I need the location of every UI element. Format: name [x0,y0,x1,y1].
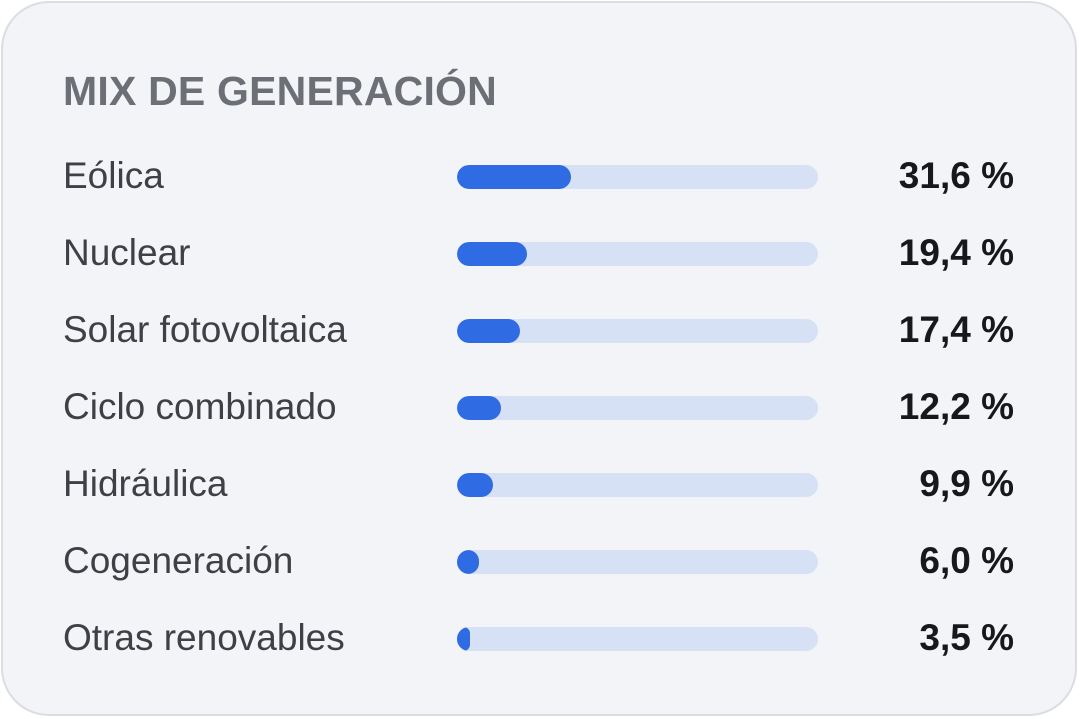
source-label: Nuclear [63,232,191,273]
percentage-value: 17,4 % [898,309,1014,350]
progress-track [457,242,818,266]
progress-fill [457,396,502,420]
progress-track [457,396,818,420]
list-item: Cogeneración 6,0 % [3,523,1075,599]
source-label: Solar fotovoltaica [63,309,347,350]
list-item: Ciclo combinado 12,2 % [3,369,1075,445]
progress-track [457,550,818,574]
list-item: Solar fotovoltaica 17,4 % [3,292,1075,368]
percentage-value: 6,0 % [919,540,1014,581]
progress-fill [457,627,470,651]
source-label: Hidráulica [63,463,228,504]
progress-fill [457,473,493,497]
progress-fill [457,550,479,574]
percentage-value: 12,2 % [898,386,1014,427]
list-item: Eólica 31,6 % [3,138,1075,214]
source-label: Eólica [63,155,164,196]
source-label: Cogeneración [63,540,294,581]
progress-track [457,319,818,343]
source-label: Otras renovables [63,617,345,658]
progress-track [457,473,818,497]
progress-track [457,165,818,189]
source-label: Ciclo combinado [63,386,337,427]
percentage-value: 31,6 % [898,155,1014,196]
list-item: Nuclear 19,4 % [3,215,1075,291]
list-item: Hidráulica 9,9 % [3,446,1075,522]
percentage-value: 3,5 % [919,617,1014,658]
progress-fill [457,319,520,343]
percentage-value: 19,4 % [898,232,1014,273]
progress-fill [457,242,528,266]
percentage-value: 9,9 % [919,463,1014,504]
progress-fill [457,165,572,189]
card-title: MIX DE GENERACIÓN [63,68,497,114]
progress-track [457,627,818,651]
list-item: Otras renovables 3,5 % [3,600,1075,676]
